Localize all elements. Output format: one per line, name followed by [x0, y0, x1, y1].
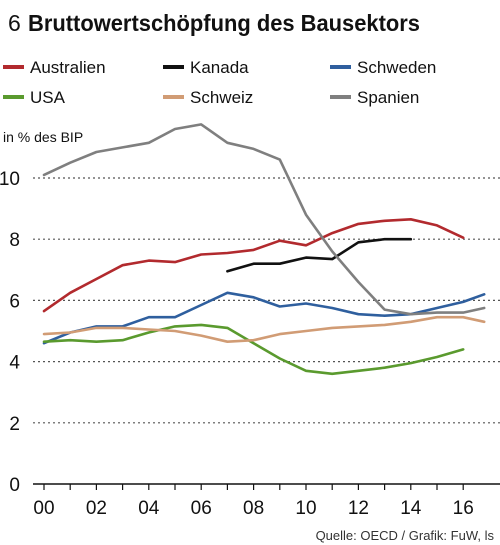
- legend-label: USA: [30, 88, 66, 107]
- grid: [33, 177, 500, 424]
- series-line-spanien: [42, 123, 486, 316]
- legend-label: Schweiz: [190, 88, 253, 107]
- series-line-kanada: [226, 237, 413, 273]
- x-tick-label: 02: [86, 498, 107, 519]
- plot-area: [42, 123, 486, 376]
- x-tick-label: 08: [243, 498, 264, 519]
- x-tick-label: 12: [348, 498, 369, 519]
- legend-label: Australien: [30, 58, 106, 77]
- y-tick-label: 0: [9, 475, 20, 496]
- legend-label: Kanada: [190, 58, 249, 77]
- x-axis: 00 02 04 06 08 10 12 14 16: [33, 483, 500, 519]
- y-tick-label: 4: [9, 353, 20, 374]
- y-tick-label: 8: [9, 230, 20, 251]
- chart-title: Bruttowertschöpfung des Bausektors: [28, 10, 420, 36]
- legend: Australien Kanada Schweden USA Schweiz Spanie…: [3, 58, 436, 107]
- y-axis: 0 2 4 6 8 10: [0, 169, 20, 496]
- chart-header: 6 Bruttowertschöpfung des Bausektors: [8, 10, 420, 36]
- y-tick-label: 6: [9, 291, 20, 312]
- x-tick-label: 00: [33, 498, 54, 519]
- x-tick-label: 06: [191, 498, 212, 519]
- series-line-australien: [42, 218, 465, 313]
- y-tick-label: 2: [9, 414, 20, 435]
- x-tick-label: 10: [295, 498, 316, 519]
- x-tick-label: 04: [138, 498, 160, 519]
- y-tick-label: 10: [0, 169, 20, 190]
- x-tick-label: 16: [453, 498, 474, 519]
- figure-number: 6: [8, 10, 21, 36]
- series-line-usa: [42, 323, 465, 376]
- series-line-schweiz: [42, 315, 486, 344]
- source-note: Quelle: OECD / Grafik: FuW, ls: [316, 528, 495, 543]
- legend-label: Spanien: [357, 88, 419, 107]
- x-tick-label: 14: [400, 498, 422, 519]
- legend-label: Schweden: [357, 58, 436, 77]
- y-axis-label: in % des BIP: [3, 129, 83, 145]
